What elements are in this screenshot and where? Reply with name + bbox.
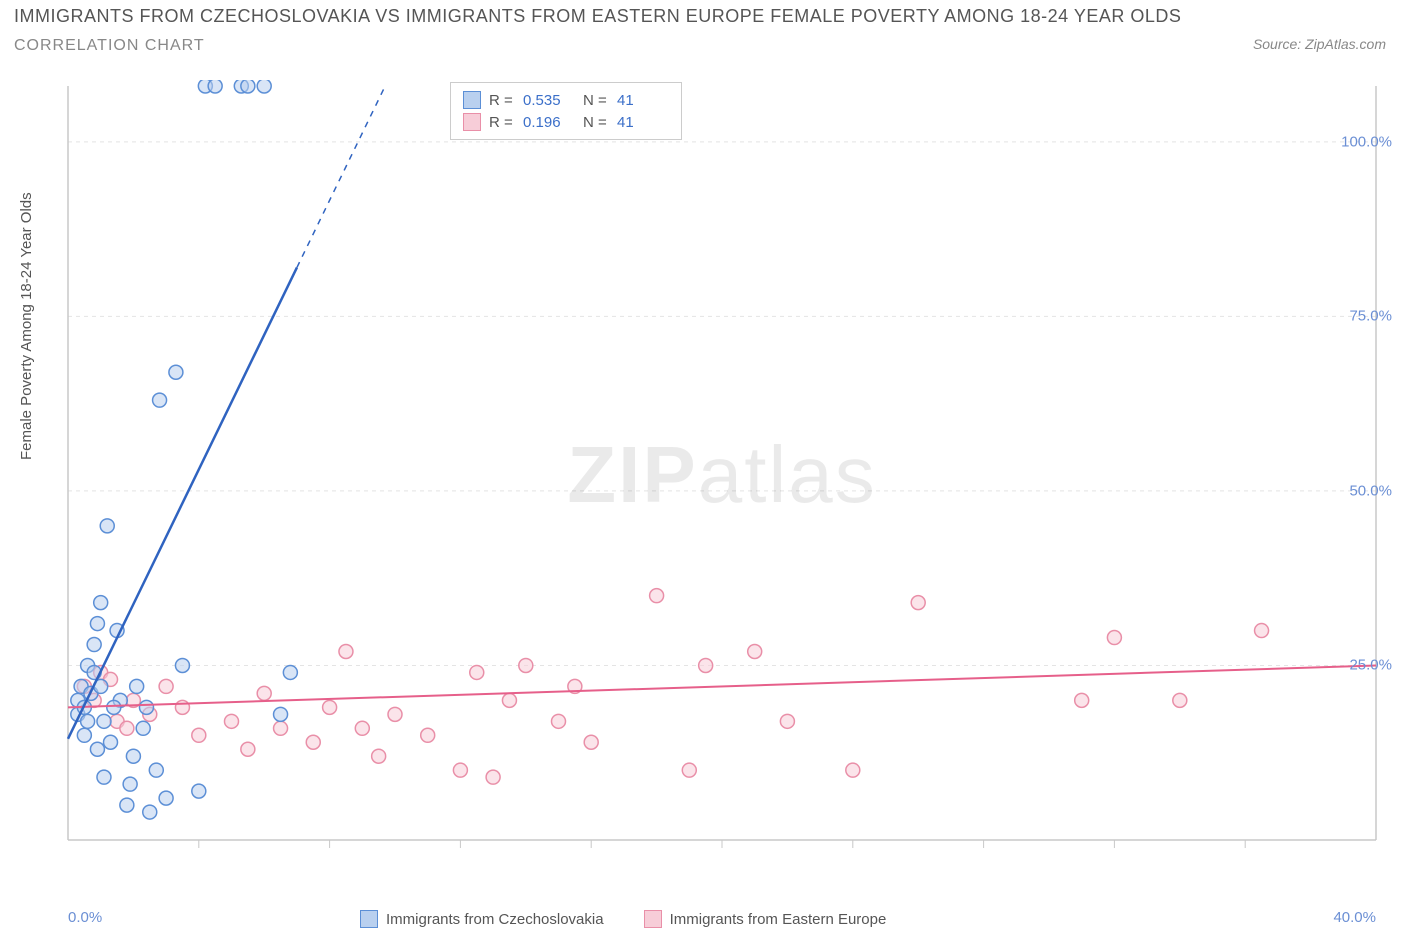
legend-item-b: Immigrants from Eastern Europe <box>644 910 887 928</box>
n-value-b: 41 <box>617 114 669 131</box>
legend-row-b: R = 0.196 N = 41 <box>463 111 669 133</box>
swatch-series-a <box>360 910 378 928</box>
series-a-label: Immigrants from Czechoslovakia <box>386 911 604 928</box>
series-legend: Immigrants from Czechoslovakia Immigrant… <box>360 910 886 928</box>
legend-row-a: R = 0.535 N = 41 <box>463 89 669 111</box>
r-label: R = <box>489 114 515 131</box>
r-label: R = <box>489 92 515 109</box>
correlation-legend: R = 0.535 N = 41 R = 0.196 N = 41 <box>450 82 682 140</box>
n-label: N = <box>583 114 609 131</box>
x-tick-label: 0.0% <box>68 909 102 926</box>
y-tick-label: 75.0% <box>1349 308 1392 325</box>
scatter-plot-svg <box>62 80 1382 870</box>
y-tick-label: 50.0% <box>1349 482 1392 499</box>
n-label: N = <box>583 92 609 109</box>
x-tick-label: 40.0% <box>1333 909 1376 926</box>
swatch-series-b <box>463 113 481 131</box>
y-tick-label: 100.0% <box>1341 133 1392 150</box>
chart-title: IMMIGRANTS FROM CZECHOSLOVAKIA VS IMMIGR… <box>14 6 1392 27</box>
series-b-label: Immigrants from Eastern Europe <box>670 911 887 928</box>
chart-plot-area: ZIPatlas <box>62 80 1382 870</box>
swatch-series-a <box>463 91 481 109</box>
r-value-a: 0.535 <box>523 92 575 109</box>
swatch-series-b <box>644 910 662 928</box>
y-tick-label: 25.0% <box>1349 657 1392 674</box>
legend-item-a: Immigrants from Czechoslovakia <box>360 910 604 928</box>
y-axis-label: Female Poverty Among 18-24 Year Olds <box>18 192 35 460</box>
n-value-a: 41 <box>617 92 669 109</box>
source-attribution: Source: ZipAtlas.com <box>1253 36 1386 52</box>
chart-subtitle: CORRELATION CHART <box>14 37 1392 55</box>
r-value-b: 0.196 <box>523 114 575 131</box>
